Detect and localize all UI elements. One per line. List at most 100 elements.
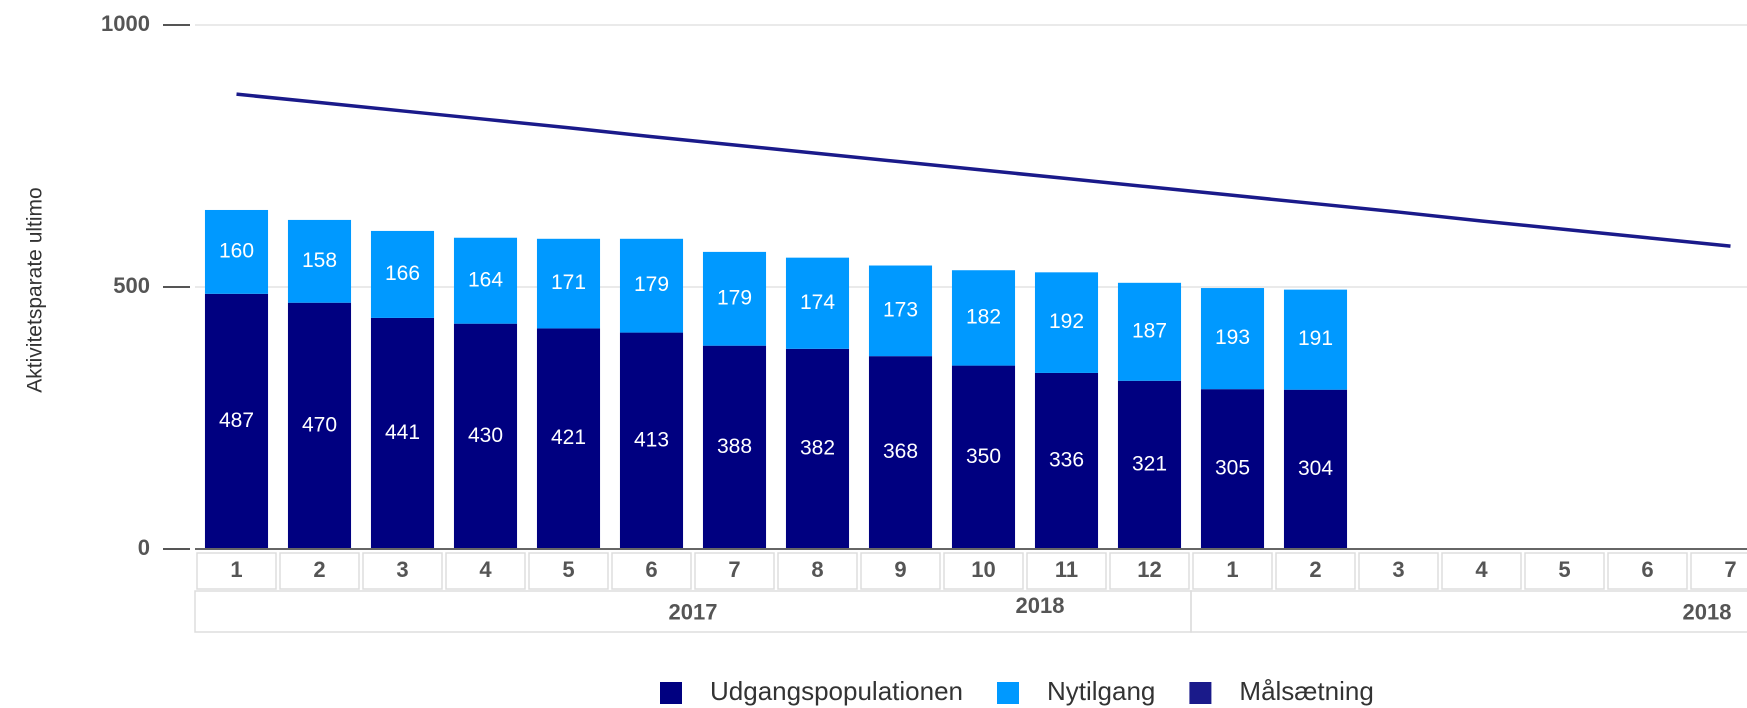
data-label: 187 xyxy=(1132,319,1167,342)
data-label: 171 xyxy=(551,271,586,294)
bar-segment xyxy=(1034,372,1099,549)
bar-segment xyxy=(619,332,684,549)
target-line xyxy=(236,92,1731,248)
category-cell xyxy=(1524,552,1605,590)
group-label: 2017 xyxy=(669,599,718,624)
bar-segment xyxy=(287,302,352,549)
data-label: 182 xyxy=(966,305,1001,328)
x-tick-label: 6 xyxy=(1641,557,1653,582)
annotation: 2018 xyxy=(1016,593,1065,618)
category-cell xyxy=(1275,552,1356,590)
x-tick-label: 10 xyxy=(971,557,995,582)
data-label: 173 xyxy=(883,298,918,321)
x-tick-label: 6 xyxy=(645,557,657,582)
bar-segment xyxy=(1117,282,1182,381)
category-cell xyxy=(196,552,277,590)
bar-segment xyxy=(785,257,850,349)
data-label: 191 xyxy=(1298,327,1333,350)
data-label: 193 xyxy=(1215,326,1250,349)
category-cell xyxy=(777,552,858,590)
bar-segment xyxy=(702,251,767,346)
bar-segment xyxy=(287,219,352,303)
data-label: 179 xyxy=(634,273,669,296)
data-label: 304 xyxy=(1298,457,1333,480)
x-tick-label: 7 xyxy=(1724,557,1736,582)
bar-segment xyxy=(370,317,435,549)
category-cell xyxy=(694,552,775,590)
category-cell xyxy=(1192,552,1273,590)
bar-segment xyxy=(1117,380,1182,549)
bar-segment xyxy=(785,348,850,549)
category-cell xyxy=(1109,552,1190,590)
data-label: 160 xyxy=(219,239,254,262)
y-tick-label: 0 xyxy=(138,535,150,560)
x-tick-label: 9 xyxy=(894,557,906,582)
data-label: 321 xyxy=(1132,452,1167,475)
bar-segment xyxy=(868,356,933,549)
x-tick-label: 3 xyxy=(1392,557,1404,582)
bar-segment xyxy=(702,345,767,549)
data-label: 164 xyxy=(468,268,503,291)
group-label: 2018 xyxy=(1683,599,1732,624)
x-tick-label: 3 xyxy=(396,557,408,582)
x-tick-label: 4 xyxy=(479,557,492,582)
bar-segment xyxy=(453,237,518,324)
bar-segment xyxy=(1200,288,1265,390)
data-label: 430 xyxy=(468,424,503,447)
category-cell xyxy=(611,552,692,590)
data-label: 470 xyxy=(302,413,337,436)
x-tick-label: 5 xyxy=(562,557,574,582)
x-tick-label: 2 xyxy=(313,557,325,582)
bar-segment xyxy=(619,238,684,333)
bar-segment xyxy=(204,293,269,549)
x-tick-label: 1 xyxy=(230,557,242,582)
category-cell xyxy=(1690,552,1747,590)
group-cell xyxy=(1190,590,1747,633)
bar-segment xyxy=(204,209,269,294)
category-cell xyxy=(1358,552,1439,590)
data-label: 350 xyxy=(966,445,1001,468)
legend-label: Nytilgang xyxy=(1047,676,1155,706)
bar-segment xyxy=(1283,289,1348,390)
category-cell xyxy=(445,552,526,590)
data-label: 368 xyxy=(883,440,918,463)
legend-swatch xyxy=(660,682,682,704)
data-label: 174 xyxy=(800,291,835,314)
data-label: 166 xyxy=(385,262,420,285)
bar-segment xyxy=(1283,389,1348,549)
x-tick-label: 7 xyxy=(728,557,740,582)
legend-swatch xyxy=(1189,682,1212,704)
data-label: 158 xyxy=(302,249,337,272)
category-cell xyxy=(362,552,443,590)
bar-segment xyxy=(453,323,518,549)
bar-segment xyxy=(868,265,933,357)
x-tick-label: 8 xyxy=(811,557,823,582)
bar-segment xyxy=(951,270,1016,366)
data-label: 441 xyxy=(385,421,420,444)
category-cell xyxy=(860,552,941,590)
bar-segment xyxy=(536,238,601,329)
category-cell xyxy=(1607,552,1688,590)
x-tick-label: 12 xyxy=(1137,557,1161,582)
data-label: 305 xyxy=(1215,457,1250,480)
bar-segment xyxy=(1200,389,1265,549)
y-tick-label: 500 xyxy=(113,273,150,298)
x-tick-label: 2 xyxy=(1309,557,1321,582)
y-tick-label: 1000 xyxy=(101,11,150,36)
bar-segment xyxy=(1034,272,1099,373)
legend-label: Udgangspopulationen xyxy=(710,676,963,706)
bar-segment xyxy=(370,230,435,318)
data-label: 192 xyxy=(1049,310,1084,333)
x-tick-label: 11 xyxy=(1055,557,1078,582)
category-cell xyxy=(943,552,1024,590)
category-cell xyxy=(1026,552,1107,590)
data-label: 382 xyxy=(800,436,835,459)
data-label: 487 xyxy=(219,409,254,432)
data-label: 179 xyxy=(717,286,752,309)
data-label: 388 xyxy=(717,435,752,458)
x-tick-label: 5 xyxy=(1558,557,1570,582)
x-tick-label: 1 xyxy=(1226,557,1238,582)
legend-swatch xyxy=(997,682,1019,704)
legend-label: Målsætning xyxy=(1239,676,1373,706)
